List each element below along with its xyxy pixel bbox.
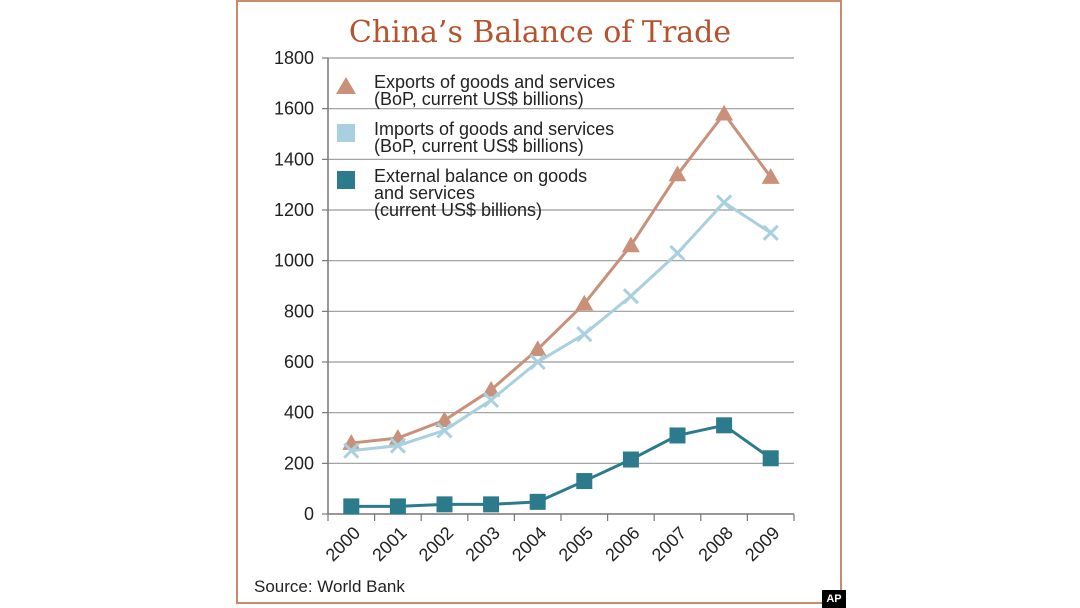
source-note: Source: World Bank	[254, 577, 405, 596]
chart-frame: China’s Balance of Trade 0 200 400 600 800 10…	[236, 0, 842, 604]
series-0	[342, 104, 780, 450]
legend-item-1: Imports of goods and services(BoP, curre…	[337, 119, 614, 156]
data-point-x	[436, 422, 453, 439]
y-tick-label: 200	[284, 453, 314, 473]
y-tick-label: 1000	[274, 251, 314, 271]
y-tick-label: 1200	[274, 200, 314, 220]
data-point-square	[343, 498, 360, 515]
data-point-triangle	[621, 236, 640, 253]
data-point-triangle	[761, 168, 780, 184]
legend-label: (current US$ billions)	[374, 200, 542, 220]
series-1	[343, 194, 779, 459]
data-point-square	[389, 498, 406, 515]
data-point-x	[483, 391, 500, 409]
x-tick-label: 2007	[648, 523, 690, 565]
data-point-square	[483, 496, 500, 513]
y-tick-label: 800	[284, 301, 314, 321]
legend-label: (BoP, current US$ billions)	[374, 89, 584, 109]
legend-label: External balance on goods	[374, 166, 587, 186]
ap-logo-badge: AP	[822, 590, 846, 608]
data-point-square	[622, 451, 639, 468]
x-tick-label: 2004	[508, 523, 550, 565]
x-tick-label: 2005	[555, 523, 597, 565]
series-2	[343, 417, 779, 515]
y-tick-label: 600	[284, 352, 314, 372]
data-point-x	[669, 245, 686, 262]
data-point-triangle	[482, 380, 501, 397]
data-point-square	[529, 493, 546, 510]
series-line	[351, 111, 772, 445]
legend: Exports of goods and services(BoP, curre…	[336, 72, 615, 220]
data-point-x	[622, 288, 639, 305]
data-point-square	[669, 427, 686, 444]
data-point-triangle	[435, 411, 454, 428]
chart: China’s Balance of Trade 0 200 400 600 800 10…	[254, 15, 795, 596]
data-point-x	[716, 194, 733, 211]
data-point-x	[576, 326, 593, 343]
y-tick-label: 1600	[274, 99, 314, 119]
data-point-triangle	[715, 104, 734, 121]
data-point-square	[576, 473, 593, 490]
x-tick-label: 2006	[601, 523, 643, 565]
series-line	[351, 200, 772, 453]
y-tick-label: 1400	[274, 149, 314, 169]
y-tick-label: 1800	[274, 48, 314, 68]
legend-marker-x	[337, 124, 355, 142]
data-point-square	[436, 496, 453, 513]
x-tick-label: 2000	[322, 523, 364, 565]
legend-item-0: Exports of goods and services(BoP, curre…	[336, 72, 615, 109]
data-point-triangle	[575, 294, 594, 311]
data-point-square	[762, 450, 779, 467]
y-tick-label: 0	[304, 504, 314, 524]
data-point-x	[529, 353, 546, 371]
data-point-x	[762, 224, 779, 241]
chart-title: China’s Balance of Trade	[349, 15, 731, 50]
series-layer	[342, 104, 780, 515]
x-tick-label: 2009	[741, 523, 783, 565]
grid	[328, 57, 794, 464]
legend-label: and services	[374, 183, 475, 203]
x-tick-label: 2001	[368, 523, 410, 565]
y-tick-label: 400	[284, 403, 314, 423]
x-tick-label: 2002	[415, 523, 457, 565]
legend-label: (BoP, current US$ billions)	[374, 136, 584, 156]
x-tick-label: 2003	[461, 523, 503, 565]
data-point-square	[716, 417, 733, 434]
data-point-triangle	[528, 340, 547, 357]
series-line	[351, 423, 772, 508]
legend-label: Exports of goods and services	[374, 72, 615, 92]
data-point-x	[343, 442, 360, 459]
legend-marker-triangle	[336, 77, 356, 94]
data-point-x	[389, 437, 406, 454]
legend-marker-square	[337, 171, 355, 189]
legend-label: Imports of goods and services	[374, 119, 614, 139]
x-tick-label: 2008	[694, 523, 736, 565]
data-point-triangle	[668, 165, 687, 182]
